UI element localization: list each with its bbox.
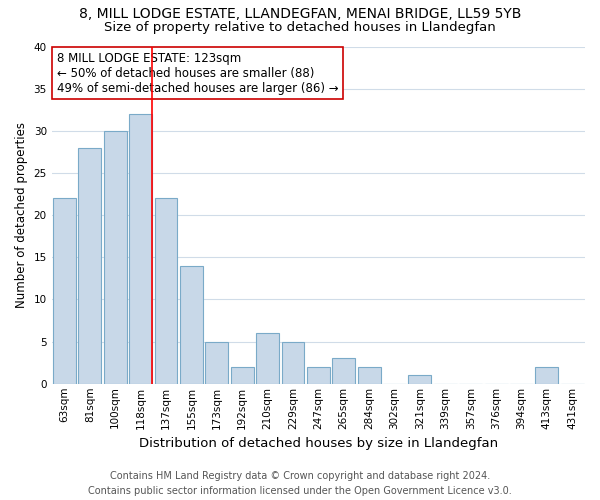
Bar bbox=[104, 131, 127, 384]
Bar bbox=[79, 148, 101, 384]
Text: Size of property relative to detached houses in Llandegfan: Size of property relative to detached ho… bbox=[104, 22, 496, 35]
Bar bbox=[307, 367, 330, 384]
Bar bbox=[129, 114, 152, 384]
Bar bbox=[155, 198, 178, 384]
Bar bbox=[231, 367, 254, 384]
Text: Contains HM Land Registry data © Crown copyright and database right 2024.
Contai: Contains HM Land Registry data © Crown c… bbox=[88, 471, 512, 496]
Y-axis label: Number of detached properties: Number of detached properties bbox=[15, 122, 28, 308]
X-axis label: Distribution of detached houses by size in Llandegfan: Distribution of detached houses by size … bbox=[139, 437, 498, 450]
Bar bbox=[205, 342, 228, 384]
Bar bbox=[535, 367, 559, 384]
Text: 8 MILL LODGE ESTATE: 123sqm
← 50% of detached houses are smaller (88)
49% of sem: 8 MILL LODGE ESTATE: 123sqm ← 50% of det… bbox=[57, 52, 338, 94]
Bar bbox=[180, 266, 203, 384]
Bar bbox=[358, 367, 380, 384]
Bar bbox=[409, 376, 431, 384]
Bar bbox=[281, 342, 304, 384]
Text: 8, MILL LODGE ESTATE, LLANDEGFAN, MENAI BRIDGE, LL59 5YB: 8, MILL LODGE ESTATE, LLANDEGFAN, MENAI … bbox=[79, 8, 521, 22]
Bar bbox=[256, 333, 279, 384]
Bar bbox=[332, 358, 355, 384]
Bar bbox=[53, 198, 76, 384]
